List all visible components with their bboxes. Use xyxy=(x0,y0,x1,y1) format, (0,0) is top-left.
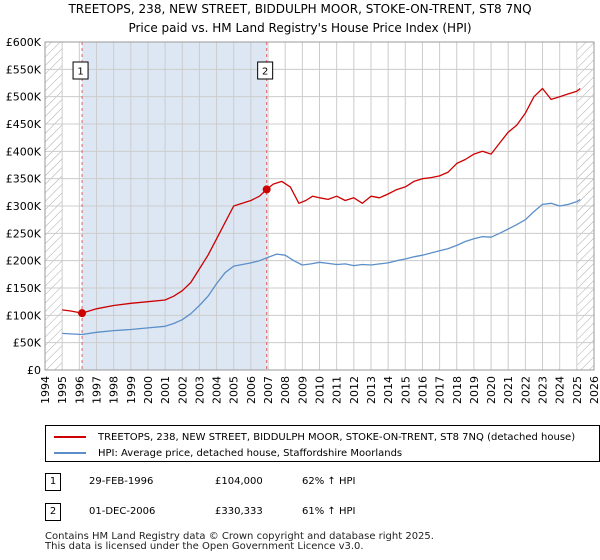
x-tick-label: 2001 xyxy=(159,376,172,404)
sale-marker-box: 2 xyxy=(45,503,61,521)
x-tick-label: 2018 xyxy=(451,376,464,404)
y-tick-label: £50K xyxy=(13,337,42,350)
plot-frame xyxy=(44,41,595,371)
y-tick-label: £600K xyxy=(6,36,42,49)
x-tick-label: 2008 xyxy=(279,376,292,404)
legend-label-hpi: HPI: Average price, detached house, Staf… xyxy=(98,447,403,459)
sale-point-2 xyxy=(262,185,271,194)
x-tick-label: 1994 xyxy=(39,376,52,404)
x-tick-label: 2011 xyxy=(331,376,344,404)
y-tick-label: £400K xyxy=(6,145,42,158)
y-tick-label: £550K xyxy=(6,63,42,76)
sale-date: 29-FEB-1996 xyxy=(89,476,154,487)
sale-price: £104,000 xyxy=(215,476,263,487)
x-tick-label: 1998 xyxy=(108,376,121,404)
chart-title-line1: TREETOPS, 238, NEW STREET, BIDDULPH MOOR… xyxy=(68,2,532,16)
chart-title-line2: Price paid vs. HM Land Registry's House … xyxy=(128,21,472,35)
x-tick-label: 1997 xyxy=(90,376,103,404)
x-tick-label: 2005 xyxy=(228,376,241,404)
sale-hpi-change: 61% ↑ HPI xyxy=(302,506,356,517)
legend-item-property: TREETOPS, 238, NEW STREET, BIDDULPH MOOR… xyxy=(54,429,575,445)
sale-date: 01-DEC-2006 xyxy=(89,506,156,517)
x-tick-label: 2017 xyxy=(434,376,447,404)
chart-title: TREETOPS, 238, NEW STREET, BIDDULPH MOOR… xyxy=(0,0,600,38)
price-chart: £0 £50K £100K £150K £200K £250K £300K £350K £400… xyxy=(6,36,600,404)
x-tick-label: 2004 xyxy=(211,376,224,404)
x-tick-label: 2026 xyxy=(588,376,600,404)
y-tick-label: £350K xyxy=(6,173,42,186)
chart-legend: TREETOPS, 238, NEW STREET, BIDDULPH MOOR… xyxy=(45,425,600,462)
legend-label-property: TREETOPS, 238, NEW STREET, BIDDULPH MOOR… xyxy=(98,431,576,443)
legend-item-hpi: HPI: Average price, detached house, Staf… xyxy=(54,445,402,461)
sale-price: £330,333 xyxy=(215,506,263,517)
y-tick-label: £0 xyxy=(27,364,41,377)
x-tick-label: 2003 xyxy=(193,376,206,404)
sale-label-1: 1 xyxy=(77,67,83,78)
y-tick-label: £250K xyxy=(6,227,42,240)
x-tick-label: 2020 xyxy=(485,376,498,404)
y-tick-label: £150K xyxy=(6,282,42,295)
x-tick-label: 2010 xyxy=(314,376,327,404)
x-tick-label: 1999 xyxy=(125,376,138,404)
y-tick-label: £300K xyxy=(6,200,42,213)
x-tick-label: 2007 xyxy=(262,376,275,404)
y-tick-label: £450K xyxy=(6,118,42,131)
x-tick-label: 2022 xyxy=(519,376,532,404)
x-tick-label: 2021 xyxy=(502,376,515,404)
x-tick-label: 2013 xyxy=(365,376,378,404)
x-tick-label: 2025 xyxy=(571,376,584,404)
sale-hpi-change: 62% ↑ HPI xyxy=(302,476,356,487)
legend-swatch-hpi xyxy=(54,452,86,454)
x-tick-label: 2012 xyxy=(348,376,361,404)
sale-point-1 xyxy=(78,309,87,318)
x-tick-label: 1995 xyxy=(56,376,69,404)
sale-label-2: 2 xyxy=(262,67,268,78)
y-tick-label: £200K xyxy=(6,255,42,268)
footer-line1: Contains HM Land Registry data © Crown c… xyxy=(45,531,434,542)
x-tick-label: 2019 xyxy=(468,376,481,404)
x-tick-label: 2009 xyxy=(296,376,309,404)
hpi-line xyxy=(62,198,581,336)
sale-marker-box: 1 xyxy=(45,473,61,491)
property-price-line xyxy=(62,87,581,314)
footer-line2: This data is licensed under the Open Gov… xyxy=(45,541,364,552)
sale-label-box-1 xyxy=(72,61,89,80)
footer-credits: Contains HM Land Registry data © Crown c… xyxy=(45,532,434,552)
x-tick-label: 2002 xyxy=(176,376,189,404)
x-tick-label: 2015 xyxy=(399,376,412,404)
x-tick-label: 2006 xyxy=(245,376,258,404)
x-tick-label: 2000 xyxy=(142,376,155,404)
x-tick-label: 2014 xyxy=(382,376,395,404)
y-tick-label: £500K xyxy=(6,91,42,104)
legend-swatch-property xyxy=(54,436,86,438)
x-tick-label: 1996 xyxy=(73,376,86,404)
x-tick-label: 2024 xyxy=(554,376,567,404)
x-tick-label: 2016 xyxy=(416,376,429,404)
y-tick-label: £100K xyxy=(6,309,42,322)
x-tick-label: 2023 xyxy=(537,376,550,404)
sale-label-box-2 xyxy=(257,61,274,80)
